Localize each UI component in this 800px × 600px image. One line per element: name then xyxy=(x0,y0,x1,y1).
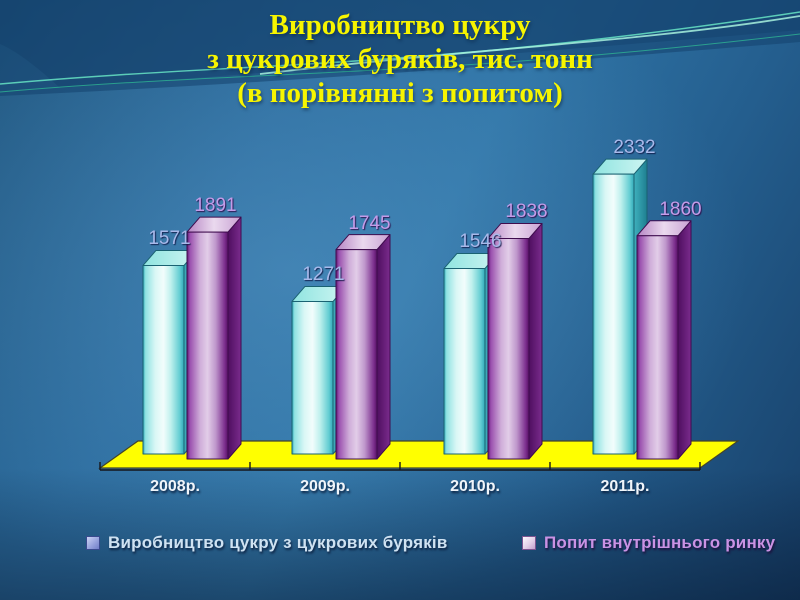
slide-title: Виробництво цукру з цукрових буряків, ти… xyxy=(0,8,800,110)
bar-value-label: 1745 xyxy=(348,212,391,234)
category-label: 2011р. xyxy=(600,478,650,495)
bar-2010р.-series-2 xyxy=(487,222,543,460)
chart-floor xyxy=(98,440,740,469)
bar-value-label: 1838 xyxy=(505,201,548,223)
bar-value-label: 1571 xyxy=(148,228,191,250)
category-label: 2010р. xyxy=(450,478,500,495)
legend-marker-demand xyxy=(522,536,536,550)
bar-2011р.-series-2 xyxy=(636,220,692,460)
bar-value-label: 1271 xyxy=(302,264,345,286)
bar-2008р.-series-2 xyxy=(186,216,242,460)
legend-label-production: Виробництво цукру з цукрових буряків xyxy=(108,533,448,552)
bar-2009р.-series-2 xyxy=(335,234,391,460)
bar-value-label: 1860 xyxy=(659,198,702,220)
slide-title-line-1: Виробництво цукру xyxy=(269,9,531,41)
legend-item-production: Виробництво цукру з цукрових буряків xyxy=(86,533,447,553)
bar-value-label: 2332 xyxy=(613,137,656,159)
category-label: 2008р. xyxy=(150,478,200,495)
slide-title-line-3: (в порівнянні з попитом) xyxy=(237,77,563,109)
slide-title-line-2: з цукрових буряків, тис. тонн xyxy=(207,43,593,75)
legend-marker-production xyxy=(86,536,100,550)
background-swoosh xyxy=(0,0,800,96)
bar-value-label: 1891 xyxy=(194,195,237,217)
legend-label-demand: Попит внутрішнього ринку xyxy=(544,533,776,552)
bar-value-label: 1546 xyxy=(459,231,502,253)
legend-item-demand: Попит внутрішнього ринку xyxy=(522,533,775,553)
category-label: 2009р. xyxy=(300,478,350,495)
